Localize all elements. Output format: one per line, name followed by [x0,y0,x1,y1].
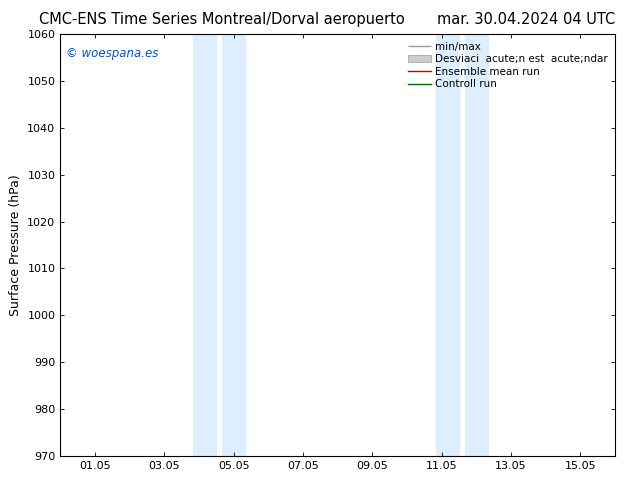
Bar [465,34,488,456]
Text: © woespana.es: © woespana.es [66,47,158,60]
Legend: min/max, Desviaci  acute;n est  acute;ndar, Ensemble mean run, Controll run: min/max, Desviaci acute;n est acute;ndar… [404,37,612,94]
Text: CMC-ENS Time Series Montreal/Dorval aeropuerto: CMC-ENS Time Series Montreal/Dorval aero… [39,12,404,27]
Text: mar. 30.04.2024 04 UTC: mar. 30.04.2024 04 UTC [437,12,615,27]
Y-axis label: Surface Pressure (hPa): Surface Pressure (hPa) [9,174,22,316]
Bar [436,34,459,456]
Bar [193,34,216,456]
Bar [222,34,245,456]
